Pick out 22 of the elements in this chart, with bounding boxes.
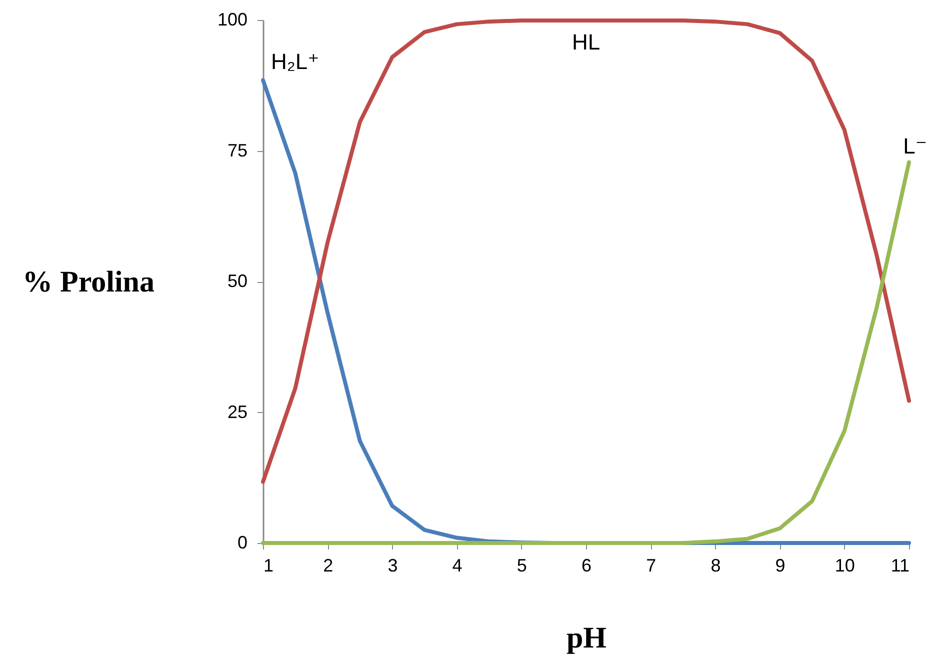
line-series xyxy=(261,160,911,545)
y-tick-label: 100 xyxy=(217,10,248,30)
y-tick-label: 50 xyxy=(227,271,248,291)
series-label: HL xyxy=(572,30,600,55)
y-axis-title: % Prolina xyxy=(22,266,154,298)
x-tick-label: 7 xyxy=(646,556,656,576)
x-tick-label: 8 xyxy=(710,556,721,576)
series-label: L⁻ xyxy=(903,133,927,158)
x-tick-label: 6 xyxy=(581,556,592,576)
x-tick-label: 3 xyxy=(388,556,398,576)
x-tick-label: 11 xyxy=(890,556,910,576)
x-tick-label: 1 xyxy=(264,556,274,576)
y-tick-label: 0 xyxy=(237,532,248,552)
x-tick-label: 5 xyxy=(516,556,527,576)
y-tick-label: 25 xyxy=(227,402,248,422)
series-label: H₂L⁺ xyxy=(271,49,320,74)
x-tick-label: 4 xyxy=(452,556,462,576)
y-tick-label: 75 xyxy=(227,140,248,160)
x-tick-label: 9 xyxy=(775,556,786,576)
x-axis-title: pH xyxy=(566,622,607,654)
x-tick-label: 2 xyxy=(323,556,334,576)
x-tick-label: 10 xyxy=(834,556,855,576)
